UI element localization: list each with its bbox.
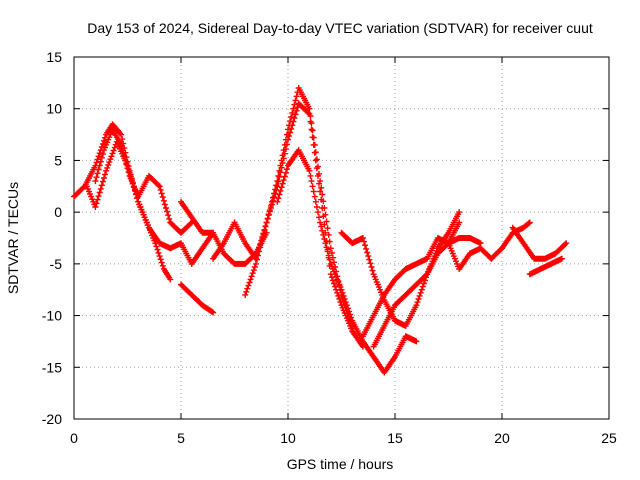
series-arc-8 [274,147,420,376]
series-arc-4 [178,281,217,316]
series-markers [242,100,366,350]
series-arc-3 [92,126,195,236]
chart-title: Day 153 of 2024, Sidereal Day-to-day VTE… [87,20,593,36]
grid [74,57,609,419]
y-tick-label: 10 [46,101,62,117]
series-arc-12 [445,219,533,272]
series-markers [210,85,356,329]
data-series [71,85,570,376]
series-arc-10 [359,235,484,340]
series-arc-13 [509,224,570,262]
series-markers [509,224,570,262]
x-tick-label: 0 [70,430,78,446]
x-tick-label: 10 [280,430,296,446]
series-arc-6 [210,85,356,329]
x-tick-label: 15 [387,430,403,446]
y-tick-label: 0 [54,204,62,220]
series-markers [445,219,533,272]
y-axis-label: SDTVAR / TECUs [5,182,21,294]
series-markers [359,235,484,340]
series-markers [92,126,195,236]
series-arc-9 [338,209,463,329]
series-markers [370,219,463,350]
series-markers [274,147,420,376]
y-tick-label: -10 [42,308,62,324]
x-tick-label: 20 [494,430,510,446]
series-markers [526,255,565,278]
axis-ticks [73,56,610,420]
x-tick-label: 25 [601,430,617,446]
y-tick-label: -15 [42,359,62,375]
series-arc-7 [242,100,366,350]
series-markers [178,281,217,316]
y-tick-labels: 15 10 5 0 -5 -10 -15 -20 [42,49,62,427]
y-tick-label: 5 [54,152,62,168]
y-tick-label: -20 [42,411,62,427]
series-markers [338,209,463,329]
y-tick-label: -5 [50,256,63,272]
x-axis-label: GPS time / hours [287,456,394,472]
y-tick-label: 15 [46,49,62,65]
x-tick-label: 5 [177,430,185,446]
x-tick-labels: 0 5 10 15 20 25 [70,430,617,446]
series-arc-11 [370,219,463,350]
series-arc-14 [526,255,565,278]
plot-frame [73,56,610,420]
